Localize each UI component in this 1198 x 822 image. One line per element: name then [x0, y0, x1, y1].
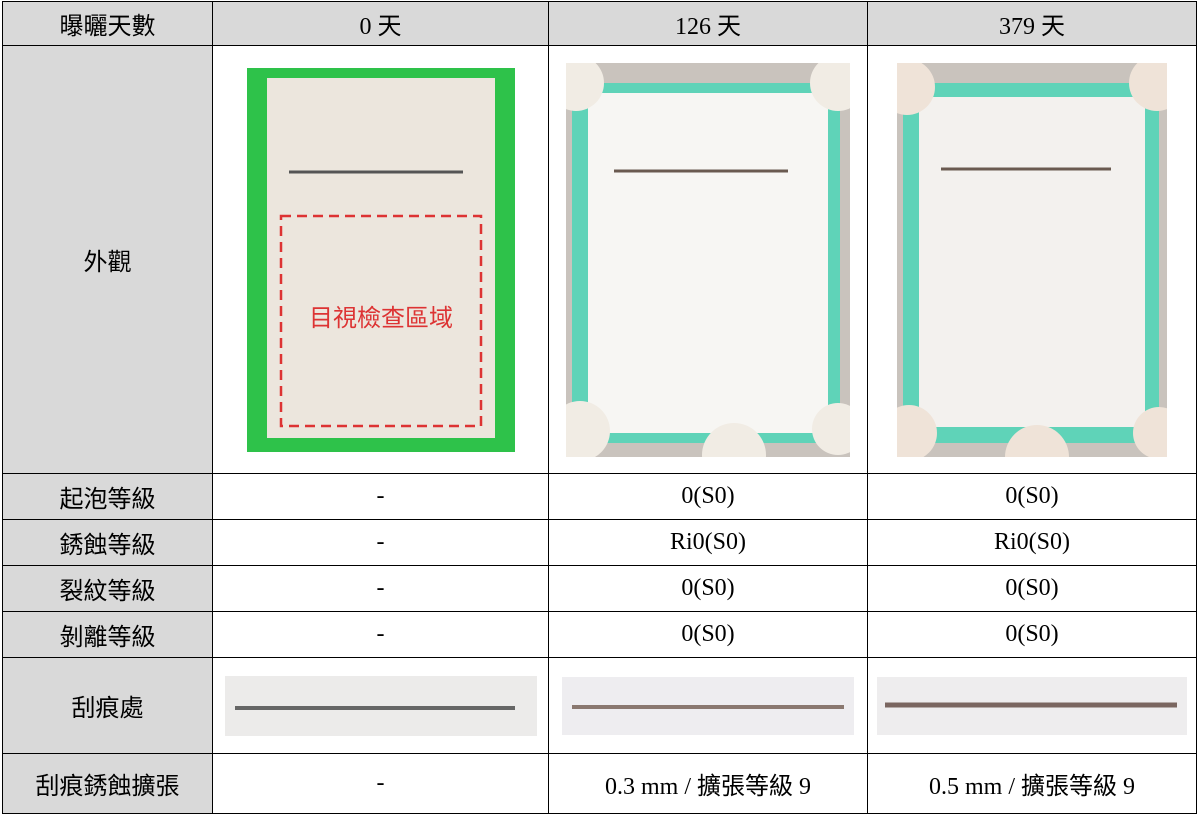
cell: - [212, 611, 549, 658]
photo-cell [548, 657, 868, 754]
header-row: 曝曬天數 0 天 126 天 379 天 [2, 1, 1197, 46]
cell: 0.5 mm / 擴張等級 9 [867, 753, 1197, 814]
photo-cell [212, 657, 549, 754]
row-label: 銹蝕等級 [2, 519, 213, 566]
table-row: 裂紋等級 - 0(S0) 0(S0) [2, 565, 1197, 612]
cell: 0(S0) [548, 565, 868, 612]
header-cell: 379 天 [867, 1, 1197, 46]
panel-photo [897, 62, 1167, 457]
header-cell: 126 天 [548, 1, 868, 46]
row-label: 起泡等級 [2, 473, 213, 520]
photo-cell [867, 657, 1197, 754]
scratch-photo [562, 676, 854, 735]
row-label: 刮痕銹蝕擴張 [2, 753, 213, 814]
table-row: 剝離等級 - 0(S0) 0(S0) [2, 611, 1197, 658]
cell: - [212, 753, 549, 814]
cell: Ri0(S0) [867, 519, 1197, 566]
table-row: 刮痕銹蝕擴張 - 0.3 mm / 擴張等級 9 0.5 mm / 擴張等級 9 [2, 753, 1197, 814]
row-label: 刮痕處 [2, 657, 213, 754]
table-row: 銹蝕等級 - Ri0(S0) Ri0(S0) [2, 519, 1197, 566]
appearance-row: 外觀 目視檢查區域 [2, 45, 1197, 474]
row-label: 外觀 [2, 45, 213, 474]
cell: - [212, 565, 549, 612]
table-row: 起泡等級 - 0(S0) 0(S0) [2, 473, 1197, 520]
photo-cell [548, 45, 868, 474]
cell: 0(S0) [867, 611, 1197, 658]
cell: 0.3 mm / 擴張等級 9 [548, 753, 868, 814]
cell: Ri0(S0) [548, 519, 868, 566]
cell: 0(S0) [548, 473, 868, 520]
cell: 0(S0) [548, 611, 868, 658]
cell: - [212, 473, 549, 520]
scratch-photo [224, 675, 537, 736]
photo-cell [867, 45, 1197, 474]
row-label: 裂紋等級 [2, 565, 213, 612]
cell: 0(S0) [867, 565, 1197, 612]
inspection-area-label: 目視檢查區域 [309, 304, 453, 332]
photo-cell: 目視檢查區域 [212, 45, 549, 474]
panel-photo: 目視檢查區域 [246, 67, 515, 452]
cell: 0(S0) [867, 473, 1197, 520]
header-cell: 曝曬天數 [2, 1, 213, 46]
scratch-photo [877, 676, 1187, 735]
panel-photo [566, 62, 850, 457]
header-cell: 0 天 [212, 1, 549, 46]
scratch-row: 刮痕處 [2, 657, 1197, 754]
cell: - [212, 519, 549, 566]
row-label: 剝離等級 [2, 611, 213, 658]
